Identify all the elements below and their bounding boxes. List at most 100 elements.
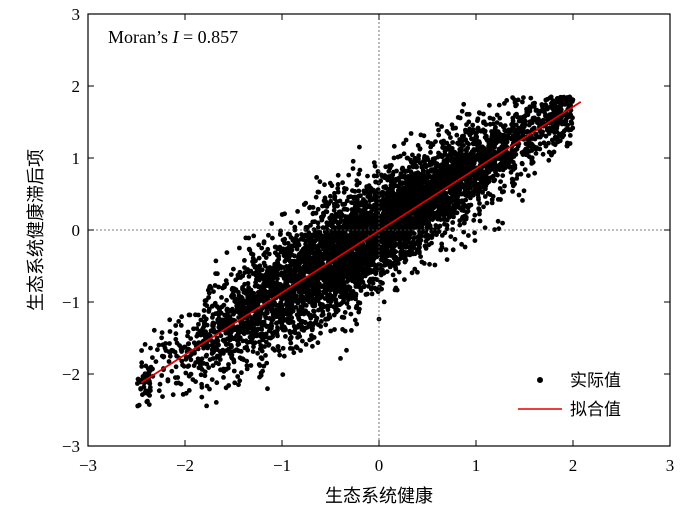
- scatter-point: [217, 357, 223, 362]
- scatter-point: [450, 220, 456, 225]
- scatter-point: [159, 330, 165, 335]
- scatter-point: [411, 231, 417, 237]
- scatter-point: [508, 135, 514, 141]
- scatter-point: [245, 294, 251, 300]
- scatter-point: [248, 363, 254, 368]
- scatter-point: [146, 391, 151, 397]
- scatter-point: [509, 180, 515, 186]
- scatter-point: [429, 235, 435, 241]
- scatter-point: [195, 356, 201, 362]
- scatter-point: [466, 141, 471, 147]
- scatter-point: [430, 156, 436, 162]
- scatter-point: [427, 223, 433, 229]
- scatter-point: [375, 187, 381, 193]
- scatter-point: [319, 313, 325, 318]
- scatter-point: [333, 308, 339, 313]
- scatter-point: [384, 193, 389, 199]
- scatter-point: [231, 311, 236, 317]
- scatter-point: [167, 317, 173, 323]
- scatter-point: [314, 175, 319, 180]
- scatter-point: [338, 356, 343, 361]
- scatter-point: [303, 285, 309, 290]
- scatter-point: [527, 105, 533, 111]
- scatter-point: [214, 335, 220, 341]
- scatter-point: [403, 258, 409, 263]
- scatter-point: [380, 189, 385, 195]
- scatter-point: [209, 347, 215, 352]
- scatter-point: [216, 342, 221, 348]
- scatter-point: [176, 380, 181, 386]
- scatter-point: [384, 269, 390, 274]
- scatter-point: [341, 282, 346, 288]
- scatter-point: [299, 296, 304, 302]
- scatter-point: [488, 162, 494, 168]
- scatter-point: [199, 356, 205, 362]
- scatter-point: [299, 232, 304, 237]
- scatter-point: [352, 317, 358, 323]
- scatter-point: [326, 256, 332, 262]
- scatter-point: [183, 354, 189, 360]
- scatter-point: [342, 310, 348, 315]
- scatter-point: [471, 217, 477, 223]
- scatter-point: [341, 288, 346, 294]
- scatter-point: [357, 167, 363, 173]
- scatter-point: [289, 274, 294, 280]
- scatter-point: [523, 141, 529, 147]
- scatter-point: [555, 139, 561, 145]
- scatter-point: [518, 171, 524, 177]
- scatter-point: [188, 336, 194, 341]
- scatter-point: [316, 284, 321, 289]
- scatter-point: [167, 329, 173, 334]
- scatter-point: [420, 210, 426, 216]
- scatter-point: [215, 271, 220, 277]
- scatter-point: [410, 152, 415, 158]
- scatter-point: [356, 300, 361, 305]
- scatter-point: [475, 143, 480, 148]
- scatter-point: [530, 159, 536, 165]
- scatter-point: [141, 384, 147, 390]
- scatter-point: [491, 178, 497, 184]
- scatter-point: [212, 329, 218, 335]
- scatter-point: [389, 205, 395, 211]
- scatter-point: [543, 97, 549, 103]
- scatter-point: [348, 194, 353, 200]
- scatter-point: [165, 378, 171, 384]
- scatter-point: [363, 292, 369, 297]
- scatter-point: [488, 143, 494, 149]
- scatter-point: [533, 108, 539, 113]
- scatter-point: [196, 321, 201, 327]
- scatter-point: [372, 262, 377, 268]
- scatter-point: [327, 276, 333, 282]
- scatter-point: [346, 172, 352, 178]
- scatter-point: [280, 308, 286, 313]
- scatter-point: [242, 265, 247, 270]
- scatter-point: [156, 388, 162, 394]
- scatter-point: [178, 323, 184, 328]
- scatter-point: [413, 171, 418, 176]
- scatter-point: [219, 295, 224, 300]
- scatter-point: [329, 281, 335, 287]
- scatter-point: [413, 191, 419, 197]
- scatter-point: [284, 311, 290, 316]
- scatter-point: [304, 291, 310, 297]
- scatter-point: [447, 165, 453, 171]
- scatter-point: [292, 330, 298, 336]
- scatter-point: [173, 331, 179, 337]
- scatter-point: [509, 176, 515, 182]
- scatter-point: [515, 129, 520, 135]
- scatter-point: [498, 179, 503, 185]
- scatter-point: [235, 309, 241, 315]
- scatter-point: [179, 314, 185, 320]
- scatter-point: [224, 307, 230, 313]
- scatter-point: [288, 334, 294, 340]
- scatter-point: [482, 194, 488, 199]
- scatter-point: [313, 194, 319, 200]
- scatter-point: [338, 210, 344, 216]
- scatter-point: [227, 336, 233, 342]
- scatter-point: [449, 191, 455, 197]
- scatter-point: [468, 176, 473, 182]
- scatter-point: [161, 354, 167, 359]
- scatter-point: [173, 336, 179, 342]
- scatter-point: [203, 353, 209, 359]
